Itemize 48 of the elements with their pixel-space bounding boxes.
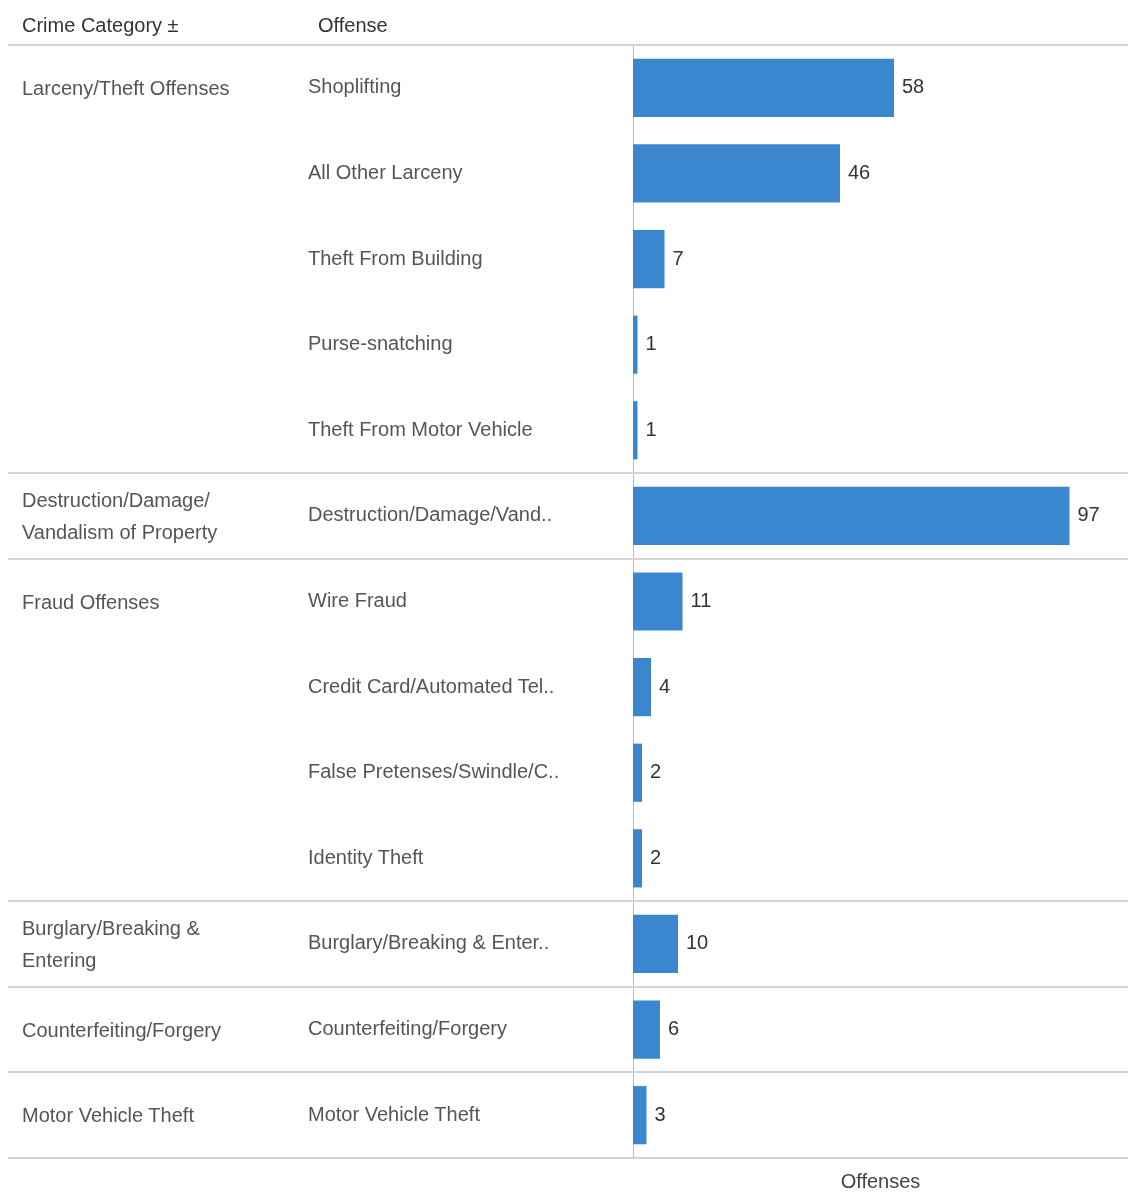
bar bbox=[633, 1000, 660, 1059]
text: Crime Category ± bbox=[22, 14, 179, 37]
y-tick-label: Counterfeiting/Forgery bbox=[308, 1017, 507, 1040]
y-tick-label: Wire Fraud bbox=[308, 589, 407, 612]
data-label: 7 bbox=[672, 246, 684, 269]
data-label: 6 bbox=[668, 1017, 680, 1040]
bar bbox=[633, 572, 683, 631]
bar bbox=[633, 229, 665, 289]
bar bbox=[633, 743, 642, 802]
data-label: 2 bbox=[650, 760, 662, 783]
data-label: 97 bbox=[1077, 503, 1100, 526]
x-axis-title: Offenses bbox=[840, 1169, 921, 1192]
data-label: 1 bbox=[645, 332, 657, 355]
bar bbox=[633, 829, 642, 888]
y-tick-label: False Pretenses/Swindle/C.. bbox=[308, 760, 560, 783]
y-tick-label: Shoplifting bbox=[308, 75, 402, 98]
y-tick-label: Burglary/Breaking & Enter.. bbox=[308, 931, 550, 954]
y-axis-title: Offense bbox=[318, 14, 388, 37]
y-tick-label: All Other Larceny bbox=[308, 160, 463, 183]
data-label: 3 bbox=[654, 1102, 666, 1125]
data-label: 46 bbox=[848, 160, 871, 183]
y-tick-label: Credit Card/Automated Tel.. bbox=[308, 674, 555, 697]
bar bbox=[633, 58, 894, 117]
y-tick-label: Purse-snatching bbox=[308, 332, 453, 355]
data-label: 58 bbox=[902, 75, 925, 98]
y-tick-label: Destruction/Damage/Vand.. bbox=[308, 503, 553, 526]
y-tick-label: Identity Theft bbox=[308, 845, 424, 868]
data-label: 10 bbox=[686, 931, 709, 954]
data-label: 1 bbox=[645, 417, 657, 440]
bar bbox=[633, 144, 840, 203]
y2-tick-label: Fraud Offenses bbox=[22, 589, 161, 615]
bar bbox=[633, 486, 1070, 545]
bar bbox=[633, 315, 638, 374]
y-tick-label: Theft From Motor Vehicle bbox=[308, 417, 533, 440]
y2-tick-label: Burglary/Breaking & Entering bbox=[22, 915, 201, 973]
data-label: 2 bbox=[650, 845, 662, 868]
y2-tick-label: Motor Vehicle Theft bbox=[22, 1103, 195, 1129]
y2-tick-label: Larceny/Theft Offenses bbox=[22, 75, 231, 101]
bar bbox=[633, 658, 651, 717]
y2-tick-label: Destruction/Damage/Vandalism of Property bbox=[22, 487, 219, 545]
bar bbox=[633, 401, 638, 460]
data-label: 4 bbox=[659, 674, 671, 697]
data-label: 11 bbox=[690, 589, 712, 612]
y-tick-label: Theft From Building bbox=[308, 246, 483, 269]
bar bbox=[633, 914, 678, 974]
y2-tick-label: Counterfeiting/Forgery bbox=[22, 1017, 222, 1043]
y-tick-label: Motor Vehicle Theft bbox=[308, 1102, 481, 1125]
bar bbox=[633, 1086, 647, 1145]
